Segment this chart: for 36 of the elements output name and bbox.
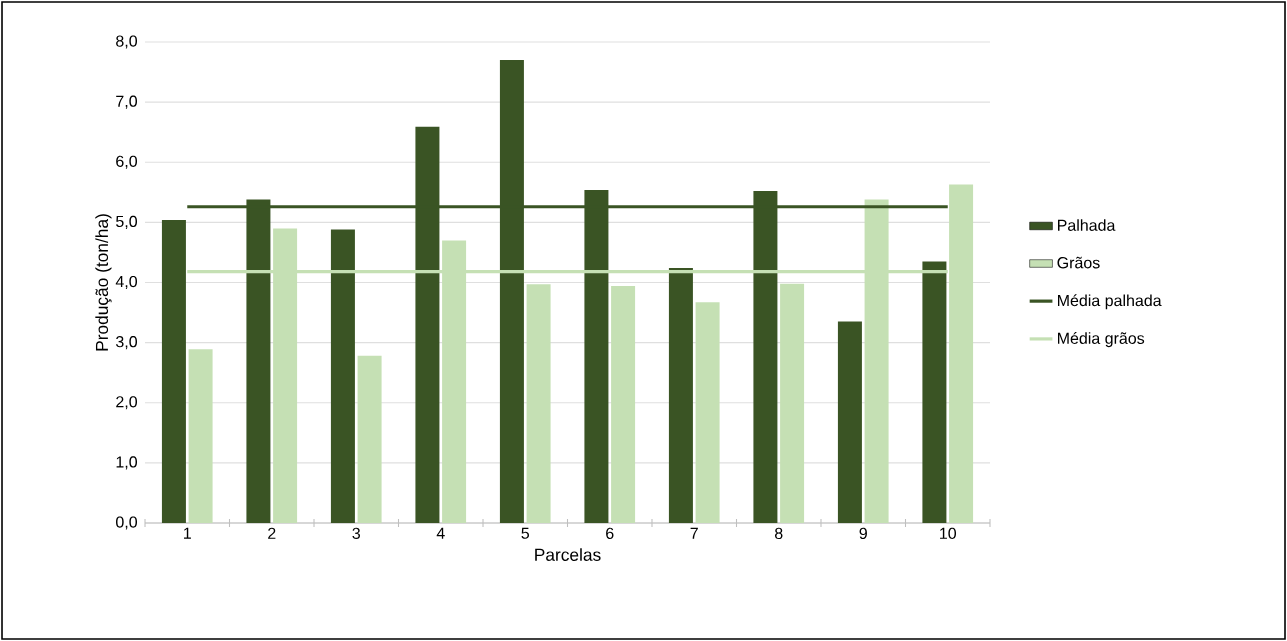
x-tick-label: 8	[774, 527, 783, 540]
y-tick-label: 3,0	[116, 336, 138, 350]
y-tick-label: 0,0	[116, 516, 138, 530]
bar	[611, 286, 636, 523]
legend-label: Média grãos	[1058, 332, 1145, 348]
x-tick-label: 5	[521, 527, 530, 539]
x-axis-title: Parcelas	[535, 548, 601, 561]
legend-label: Média palhada	[1058, 294, 1162, 310]
bar	[357, 355, 382, 523]
y-tick-label: 2,0	[116, 396, 138, 410]
x-tick-label: 2	[268, 527, 276, 539]
legend-label: Grãos	[1057, 256, 1100, 269]
y-tick-label: 6,0	[116, 155, 138, 169]
bar	[780, 283, 805, 523]
x-tick-label: 9	[859, 527, 867, 540]
y-tick-label: 8,0	[116, 35, 138, 49]
y-tick-label: 4,0	[115, 275, 138, 290]
y-tick-label: 7,0	[116, 95, 138, 109]
x-tick-label: 4	[436, 527, 445, 539]
x-tick-label: 3	[352, 527, 360, 540]
bar	[668, 268, 693, 523]
x-tick-label: 7	[690, 527, 698, 539]
legend-label: Palhada	[1058, 219, 1116, 231]
bar	[161, 219, 186, 523]
x-tick-label: 1	[184, 527, 191, 539]
y-axis-title: Produção (ton/ha)	[95, 214, 112, 351]
bar	[526, 284, 551, 523]
bar	[330, 229, 355, 523]
bar	[922, 261, 947, 523]
y-tick-label: 1,0	[116, 456, 138, 470]
bar	[188, 349, 213, 523]
x-tick-label: 10	[940, 527, 957, 540]
bar	[695, 302, 720, 523]
x-tick-label: 6	[606, 527, 614, 540]
y-tick-label: 5,0	[116, 215, 138, 229]
bar	[837, 321, 862, 523]
